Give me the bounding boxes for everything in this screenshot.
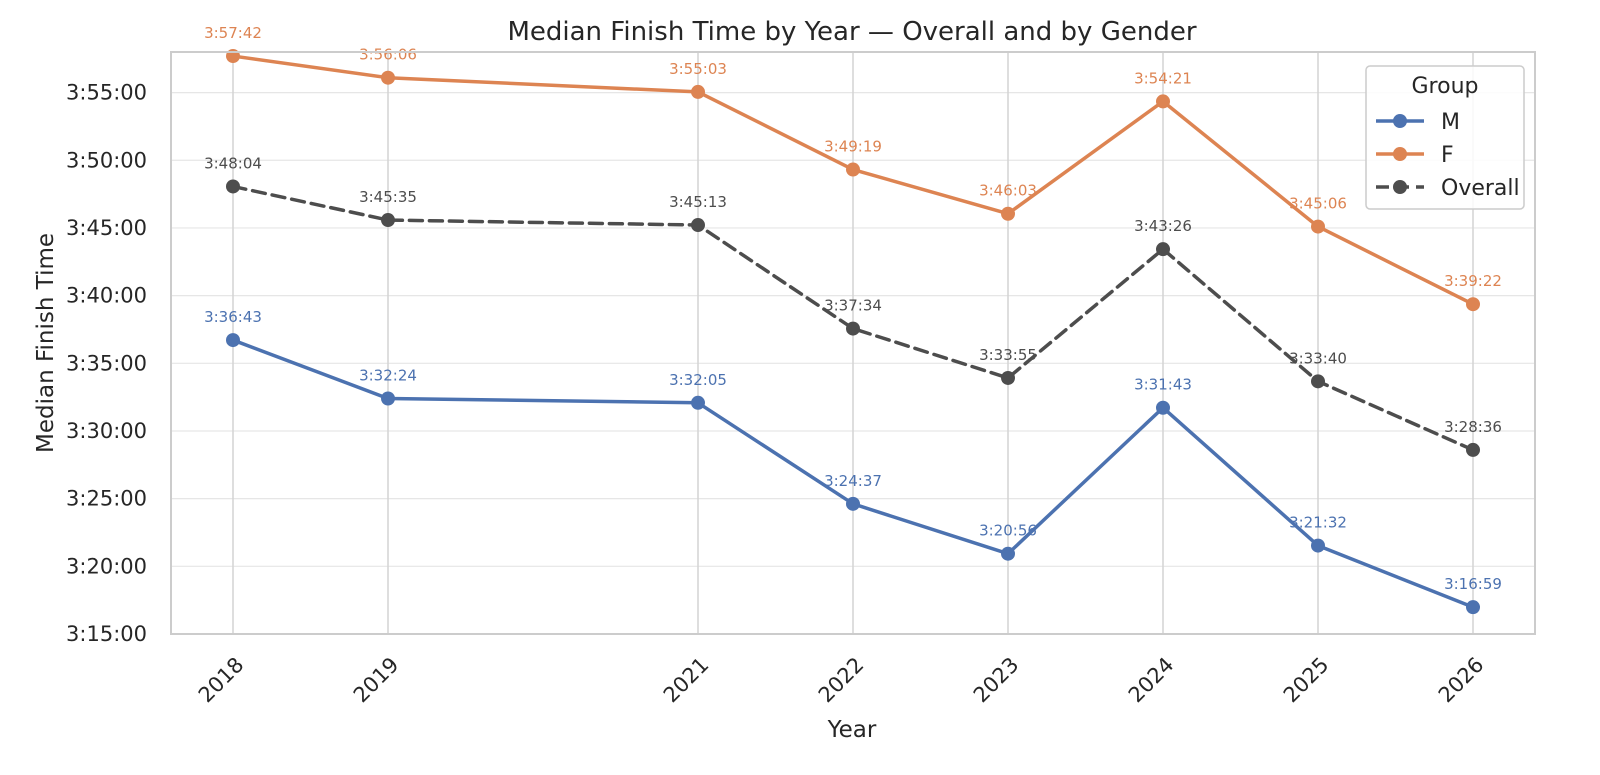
y-tick-label: 3:30:00 [66,419,147,443]
data-label-f: 3:39:22 [1444,272,1502,290]
x-tick-label: 2026 [1434,653,1489,708]
data-point-overall [226,179,240,194]
legend-marker-f [1393,147,1407,161]
y-tick-label: 3:55:00 [66,81,147,105]
data-point-m [1001,546,1015,561]
data-point-f [1466,297,1480,312]
data-label-overall: 3:48:04 [204,154,262,172]
data-point-f [846,162,860,177]
data-point-overall [1466,442,1480,457]
legend-item-overall: Overall [1376,176,1520,201]
x-tick-label: 2025 [1279,653,1334,708]
data-label-m: 3:31:43 [1134,376,1192,394]
data-label-f: 3:55:03 [669,60,727,78]
data-label-m: 3:20:56 [979,522,1037,540]
y-tick-label: 3:45:00 [66,216,147,240]
grid [171,52,1535,635]
data-point-m [691,395,705,410]
y-tick-label: 3:15:00 [66,622,147,646]
y-tick-label: 3:35:00 [66,351,147,375]
data-label-f: 3:46:03 [979,182,1037,200]
plot-frame [170,51,1536,635]
legend-marker-overall [1393,180,1407,194]
series-layer [226,49,1480,615]
series-overall [226,179,1480,457]
data-label-overall: 3:45:35 [359,188,417,206]
data-label-m: 3:32:05 [669,371,727,389]
data-label-m: 3:21:32 [1289,514,1347,532]
data-label-overall: 3:28:36 [1444,418,1502,436]
data-point-overall [1001,370,1015,385]
data-point-m [1466,600,1480,615]
y-tick-label: 3:20:00 [66,554,147,578]
x-tick-label: 2019 [349,653,404,708]
y-axis-label: Median Finish Time [33,233,59,453]
data-point-overall [846,321,860,336]
data-point-f [1156,94,1170,109]
legend-label-overall: Overall [1441,176,1520,201]
legend-label-m: M [1441,110,1460,135]
data-point-m [1311,538,1325,553]
legend-item-m: M [1376,110,1460,135]
chart-title: Median Finish Time by Year — Overall and… [507,17,1196,47]
data-label-f: 3:57:42 [204,24,262,42]
x-tick-label: 2021 [659,653,714,708]
data-labels: 3:36:43 3:32:24 3:32:05 3:24:37 3:20:56 3:31:… [204,24,1502,593]
data-label-m: 3:32:24 [359,366,417,384]
data-label-overall: 3:45:13 [669,193,727,211]
data-label-f: 3:45:06 [1289,195,1347,213]
data-point-m [1156,400,1170,415]
data-label-overall: 3:33:40 [1289,349,1347,367]
x-axis-ticks: 2018 2019 2021 2022 2023 2024 2025 2026 [194,653,1489,708]
data-label-f: 3:49:19 [824,138,882,156]
data-label-overall: 3:37:34 [824,297,882,315]
data-point-f [381,70,395,85]
data-label-m: 3:16:59 [1444,575,1502,593]
legend: Group MF Overall [1365,65,1525,210]
legend-marker-m [1393,114,1407,128]
data-label-f: 3:56:06 [359,46,417,64]
x-axis-label: Year [827,717,877,743]
data-point-f [1311,219,1325,234]
data-point-m [846,496,860,511]
series-m [226,333,1480,615]
legend-item-f: F [1376,143,1454,168]
series-line-m [231,338,1475,609]
x-tick-label: 2018 [194,653,249,708]
data-point-f [691,84,705,99]
series-line-f [231,54,1475,306]
data-label-f: 3:54:21 [1134,69,1192,87]
y-axis-ticks: 3:15:00 3:20:00 3:25:00 3:30:00 3:35:00 3:40:… [66,81,147,646]
series-f [226,49,1480,312]
data-label-m: 3:24:37 [824,472,882,490]
data-label-overall: 3:33:55 [979,346,1037,364]
y-tick-label: 3:50:00 [66,148,147,172]
legend-title: Group [1412,74,1479,99]
x-tick-label: 2024 [1124,653,1179,708]
data-label-m: 3:36:43 [204,308,262,326]
data-point-m [381,391,395,406]
legend-box [1365,65,1525,210]
legend-label-f: F [1441,143,1454,168]
data-point-f [1001,206,1015,221]
data-point-overall [1156,242,1170,257]
data-label-overall: 3:43:26 [1134,217,1192,235]
y-tick-label: 3:25:00 [66,487,147,511]
data-point-overall [381,213,395,228]
x-tick-label: 2022 [814,653,869,708]
data-point-overall [1311,374,1325,389]
data-point-overall [691,218,705,233]
data-point-m [226,333,240,348]
x-tick-label: 2023 [969,653,1024,708]
y-tick-label: 3:40:00 [66,284,147,308]
series-line-overall [231,184,1475,452]
